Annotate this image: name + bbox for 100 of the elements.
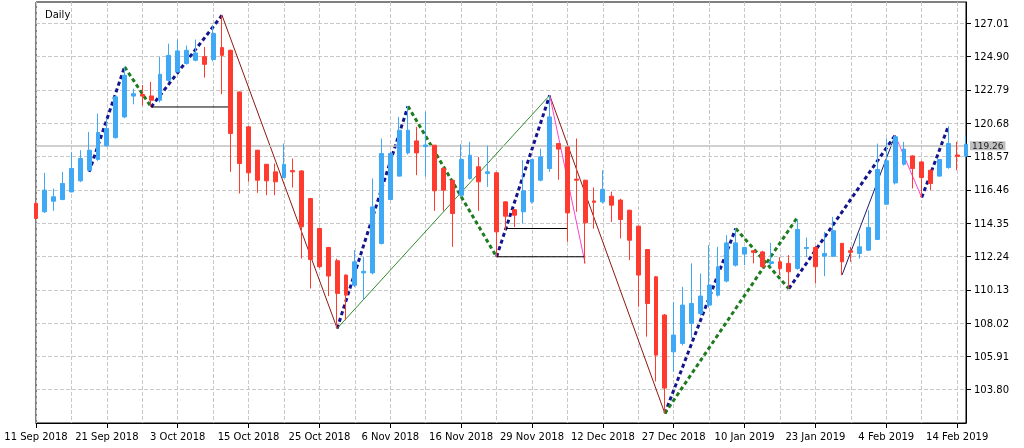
candlestick [441, 166, 446, 212]
candlestick [459, 143, 464, 198]
candlestick [406, 105, 410, 155]
candlestick [893, 134, 898, 185]
candlestick [565, 146, 570, 243]
candlestick [556, 142, 561, 181]
candlestick [778, 256, 782, 276]
candlestick [317, 227, 322, 269]
candlestick [600, 169, 605, 204]
y-tick-label: 103.80 [974, 384, 1009, 396]
candlestick [609, 191, 614, 223]
candlestick [158, 56, 162, 103]
candlestick [955, 141, 960, 171]
candlestick [538, 148, 543, 182]
candlestick [574, 138, 579, 213]
candlestick [521, 159, 526, 224]
candlestick [175, 39, 180, 73]
candlestick [583, 179, 588, 264]
text: Daily [45, 8, 71, 20]
y-tick-label: 110.13 [974, 284, 1009, 296]
candlestick [290, 158, 295, 188]
candlestick [184, 45, 189, 66]
candlestick [255, 149, 260, 194]
candlestick [813, 245, 818, 284]
candlestick [149, 81, 154, 108]
candlestick [733, 228, 738, 268]
candlestick [308, 197, 313, 290]
candlestick [468, 141, 472, 181]
candlestick [122, 66, 127, 119]
candlestick [689, 262, 694, 339]
candlestick [795, 218, 800, 271]
candlestick [636, 225, 641, 308]
candlestick [78, 149, 83, 183]
candlestick [485, 145, 490, 188]
candlestick [220, 14, 224, 95]
candlestick [60, 171, 65, 201]
x-tick-label: 29 Nov 2018 [499, 430, 565, 442]
candlestick [246, 125, 251, 183]
candlestick [326, 246, 331, 297]
candlestick [131, 88, 136, 105]
candlestick [237, 90, 242, 194]
candlestick [299, 169, 304, 260]
candlestick [273, 162, 278, 196]
candlestick [547, 94, 552, 173]
candlestick [804, 237, 809, 258]
candlestick [414, 126, 419, 176]
candlestick [344, 273, 348, 321]
x-tick-label: 12 Dec 2018 [570, 430, 635, 442]
candlestick [902, 141, 906, 167]
candlestick [645, 248, 650, 338]
candlestick [910, 154, 915, 189]
candlestick [760, 250, 765, 269]
y-tick-label: 124.90 [974, 51, 1009, 63]
candlestick [361, 256, 366, 301]
y-tick-label: 116.46 [974, 184, 1009, 196]
x-tick-label: 15 Oct 2018 [217, 430, 280, 442]
candlestick [627, 209, 632, 261]
candlestick [592, 186, 596, 230]
candlestick [769, 242, 774, 268]
candlestick [822, 231, 827, 277]
y-tick-label: 122.79 [974, 84, 1009, 96]
candlestick [450, 179, 455, 248]
candlestick [840, 242, 844, 276]
candlestick [786, 254, 791, 290]
y-tick-label: 118.57 [974, 151, 1009, 163]
y-tick-label: 114.35 [974, 217, 1009, 229]
candlestick [716, 246, 720, 298]
x-tick-label: 14 Feb 2019 [926, 430, 989, 442]
y-tick-label: 105.91 [974, 350, 1009, 362]
candlestick [476, 156, 481, 212]
y-tick-label: 112.24 [974, 250, 1009, 262]
candlestick [857, 232, 862, 260]
x-tick-label: 6 Nov 2018 [361, 430, 420, 442]
candlestick [928, 168, 933, 191]
candlestick [96, 113, 100, 162]
x-tick-label: 3 Oct 2018 [149, 430, 206, 442]
candlestick [34, 201, 38, 220]
candlestick [742, 246, 747, 266]
y-tick-label: 108.02 [974, 317, 1009, 329]
candlestick [423, 111, 428, 178]
candlestick [193, 39, 198, 62]
candlestick [87, 131, 92, 173]
candlestick [397, 116, 402, 178]
candlestick [282, 143, 286, 179]
x-tick-label: 11 Sep 2018 [4, 430, 68, 442]
y-tick-label: 120.68 [974, 117, 1009, 129]
candlestick [140, 84, 145, 107]
candlestick [512, 208, 517, 228]
candlestick [503, 200, 508, 231]
candlestick [104, 117, 109, 148]
candlestick [432, 144, 437, 212]
candlestick [370, 177, 375, 275]
candlestick [530, 158, 534, 204]
x-tick-label: 21 Sep 2018 [75, 430, 139, 442]
candlestick [946, 125, 951, 170]
candlestick [51, 188, 56, 212]
candlestick [494, 171, 499, 258]
candlestick [211, 24, 216, 62]
candlestick [379, 138, 384, 245]
y-tick-label: 127.01 [974, 17, 1009, 29]
